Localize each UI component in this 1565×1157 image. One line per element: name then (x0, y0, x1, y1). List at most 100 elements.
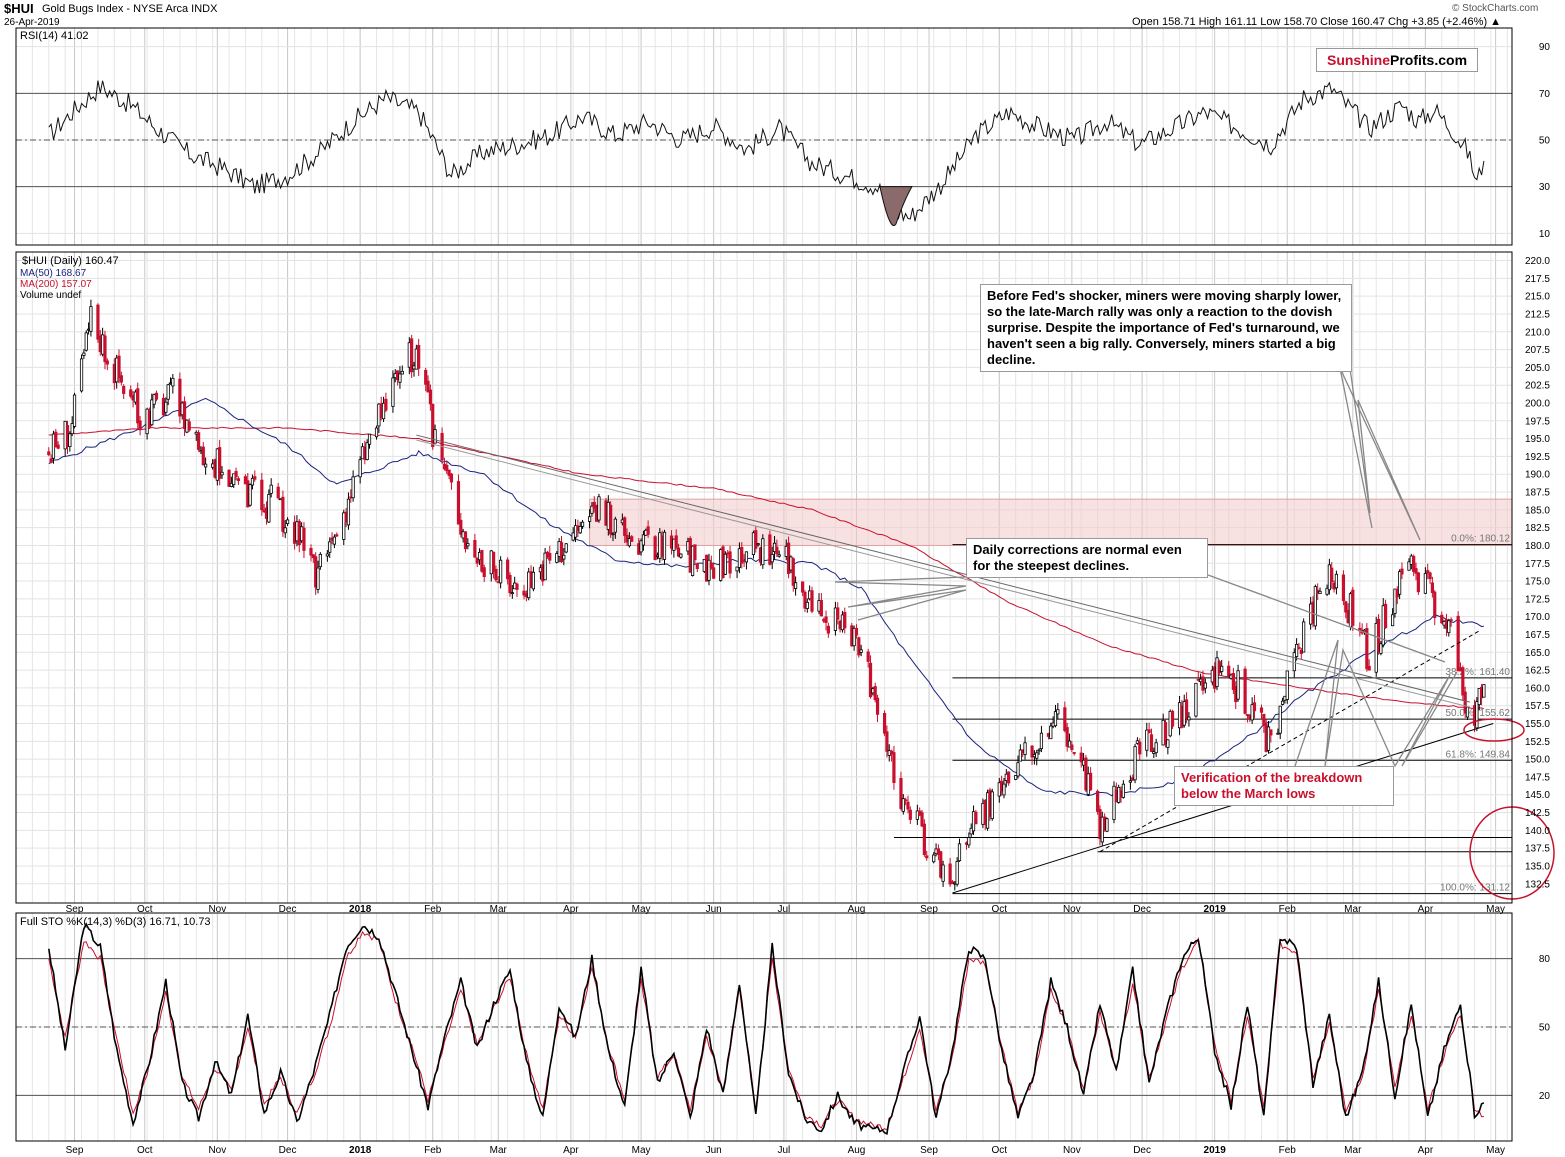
candle-body (515, 583, 519, 590)
candle-body (1236, 670, 1240, 700)
candle-body (630, 536, 634, 542)
candle-body (709, 562, 713, 569)
candle-body (756, 543, 760, 546)
candle-body (885, 731, 889, 752)
price-y-tick-label: 187.5 (1525, 488, 1550, 499)
candle-body (335, 534, 339, 537)
candle-body (852, 627, 856, 647)
candle-body (662, 531, 667, 560)
candle-body (164, 401, 168, 413)
candle-body (690, 545, 695, 576)
candle-body (805, 601, 809, 609)
candle-body (236, 478, 241, 482)
candle-body (859, 649, 863, 653)
candle-body (234, 471, 238, 478)
candle-body (248, 484, 252, 506)
fed-shocker-note: Before Fed's shocker, miners were moving… (980, 284, 1352, 372)
candle-body (1002, 783, 1006, 796)
candle-body (1428, 572, 1432, 580)
candle-body (939, 851, 943, 878)
candle-body (1376, 618, 1381, 652)
price-y-tick-label: 137.5 (1525, 844, 1550, 855)
price-y-tick-label: 145.0 (1525, 790, 1550, 801)
candle-body (72, 394, 77, 427)
sto-label: Full STO %K(14,3) %D(3) 16.71, 10.73 (20, 916, 211, 928)
price-y-tick-label: 152.5 (1525, 737, 1550, 748)
candle-body (904, 799, 908, 802)
chart-date: 26-Apr-2019 (4, 17, 60, 28)
candle-body (459, 519, 463, 535)
x-tick-label: Aug (848, 1145, 866, 1156)
candle-body (1187, 716, 1191, 721)
candle-body (801, 581, 805, 593)
verification-pointer (1294, 639, 1458, 768)
quote-line: Open 158.71 High 161.11 Low 158.70 Close… (1132, 16, 1502, 28)
axes: Sep Sep Oct Oct Nov Nov Dec Dec 2018 2018 Feb Feb Ma… (15, 27, 1551, 1156)
candle-body (311, 554, 315, 559)
candle-body (447, 469, 451, 476)
candle-body (1344, 601, 1348, 613)
candle-body (1138, 741, 1142, 755)
candle-body (854, 627, 859, 636)
candle-body (1149, 734, 1154, 752)
fib-label: 38.2%: 161.40 (1446, 667, 1511, 678)
candle-body (791, 558, 795, 586)
candle-body (243, 476, 248, 485)
x-tick-label: Nov (1063, 1145, 1081, 1156)
candle-body (96, 304, 100, 340)
x-tick-label: Feb (424, 904, 442, 915)
candle-body (220, 471, 224, 476)
candle-body (491, 551, 496, 572)
candle-body (1391, 614, 1395, 627)
declining-resistance-line-2 (416, 439, 1470, 708)
candle-body (232, 473, 236, 486)
candle-body (555, 553, 559, 563)
candle-body (932, 854, 936, 863)
candle-body (1351, 589, 1355, 626)
candle-body (129, 389, 133, 397)
candle-body (974, 811, 978, 825)
candle-body (1278, 705, 1282, 734)
candle-body (955, 861, 959, 885)
candle-body (1447, 620, 1451, 634)
candle-body (276, 486, 280, 499)
candle-body (1016, 762, 1020, 777)
candle-body (1262, 713, 1266, 726)
x-tick-label: Feb (1279, 1145, 1297, 1156)
candle-body (1063, 707, 1067, 731)
candle-body (1128, 780, 1132, 783)
price-y-tick-label: 160.0 (1525, 683, 1550, 694)
sto-y-tick-label: 50 (1539, 1023, 1551, 1034)
candle-body (866, 651, 870, 662)
sto-frame (15, 912, 1513, 1142)
ma50-line (48, 397, 1485, 797)
candle-body (433, 429, 437, 444)
candle-body (178, 378, 182, 417)
candle-body (564, 543, 568, 553)
candle-body (253, 476, 257, 480)
candle-body (1412, 555, 1416, 572)
candle-body (735, 566, 739, 572)
x-tick-label: Sep (920, 904, 938, 915)
x-tick-label: May (1486, 904, 1505, 915)
candle-body (723, 553, 727, 575)
price-y-tick-label: 210.0 (1525, 327, 1550, 338)
x-tick-label: Apr (563, 1145, 579, 1156)
candle-body (1276, 732, 1280, 735)
candle-body (559, 542, 564, 563)
candle-body (1220, 665, 1224, 672)
price-y-tick-label: 192.5 (1525, 452, 1550, 463)
candle-body (428, 389, 432, 405)
candle-body (1463, 691, 1467, 714)
candle-body (1426, 570, 1430, 574)
x-tick-label: 2018 (349, 904, 372, 915)
candle-body (794, 582, 798, 589)
candle-body (381, 402, 386, 420)
candle-body (1383, 603, 1388, 629)
candle-body (1414, 568, 1418, 574)
x-tick-label: Apr (563, 904, 579, 915)
rsi-label: RSI(14) 41.02 (20, 30, 89, 42)
fib-label: 0.0%: 180.12 (1451, 534, 1510, 545)
candle-body (803, 591, 807, 609)
candle-body (47, 451, 51, 456)
